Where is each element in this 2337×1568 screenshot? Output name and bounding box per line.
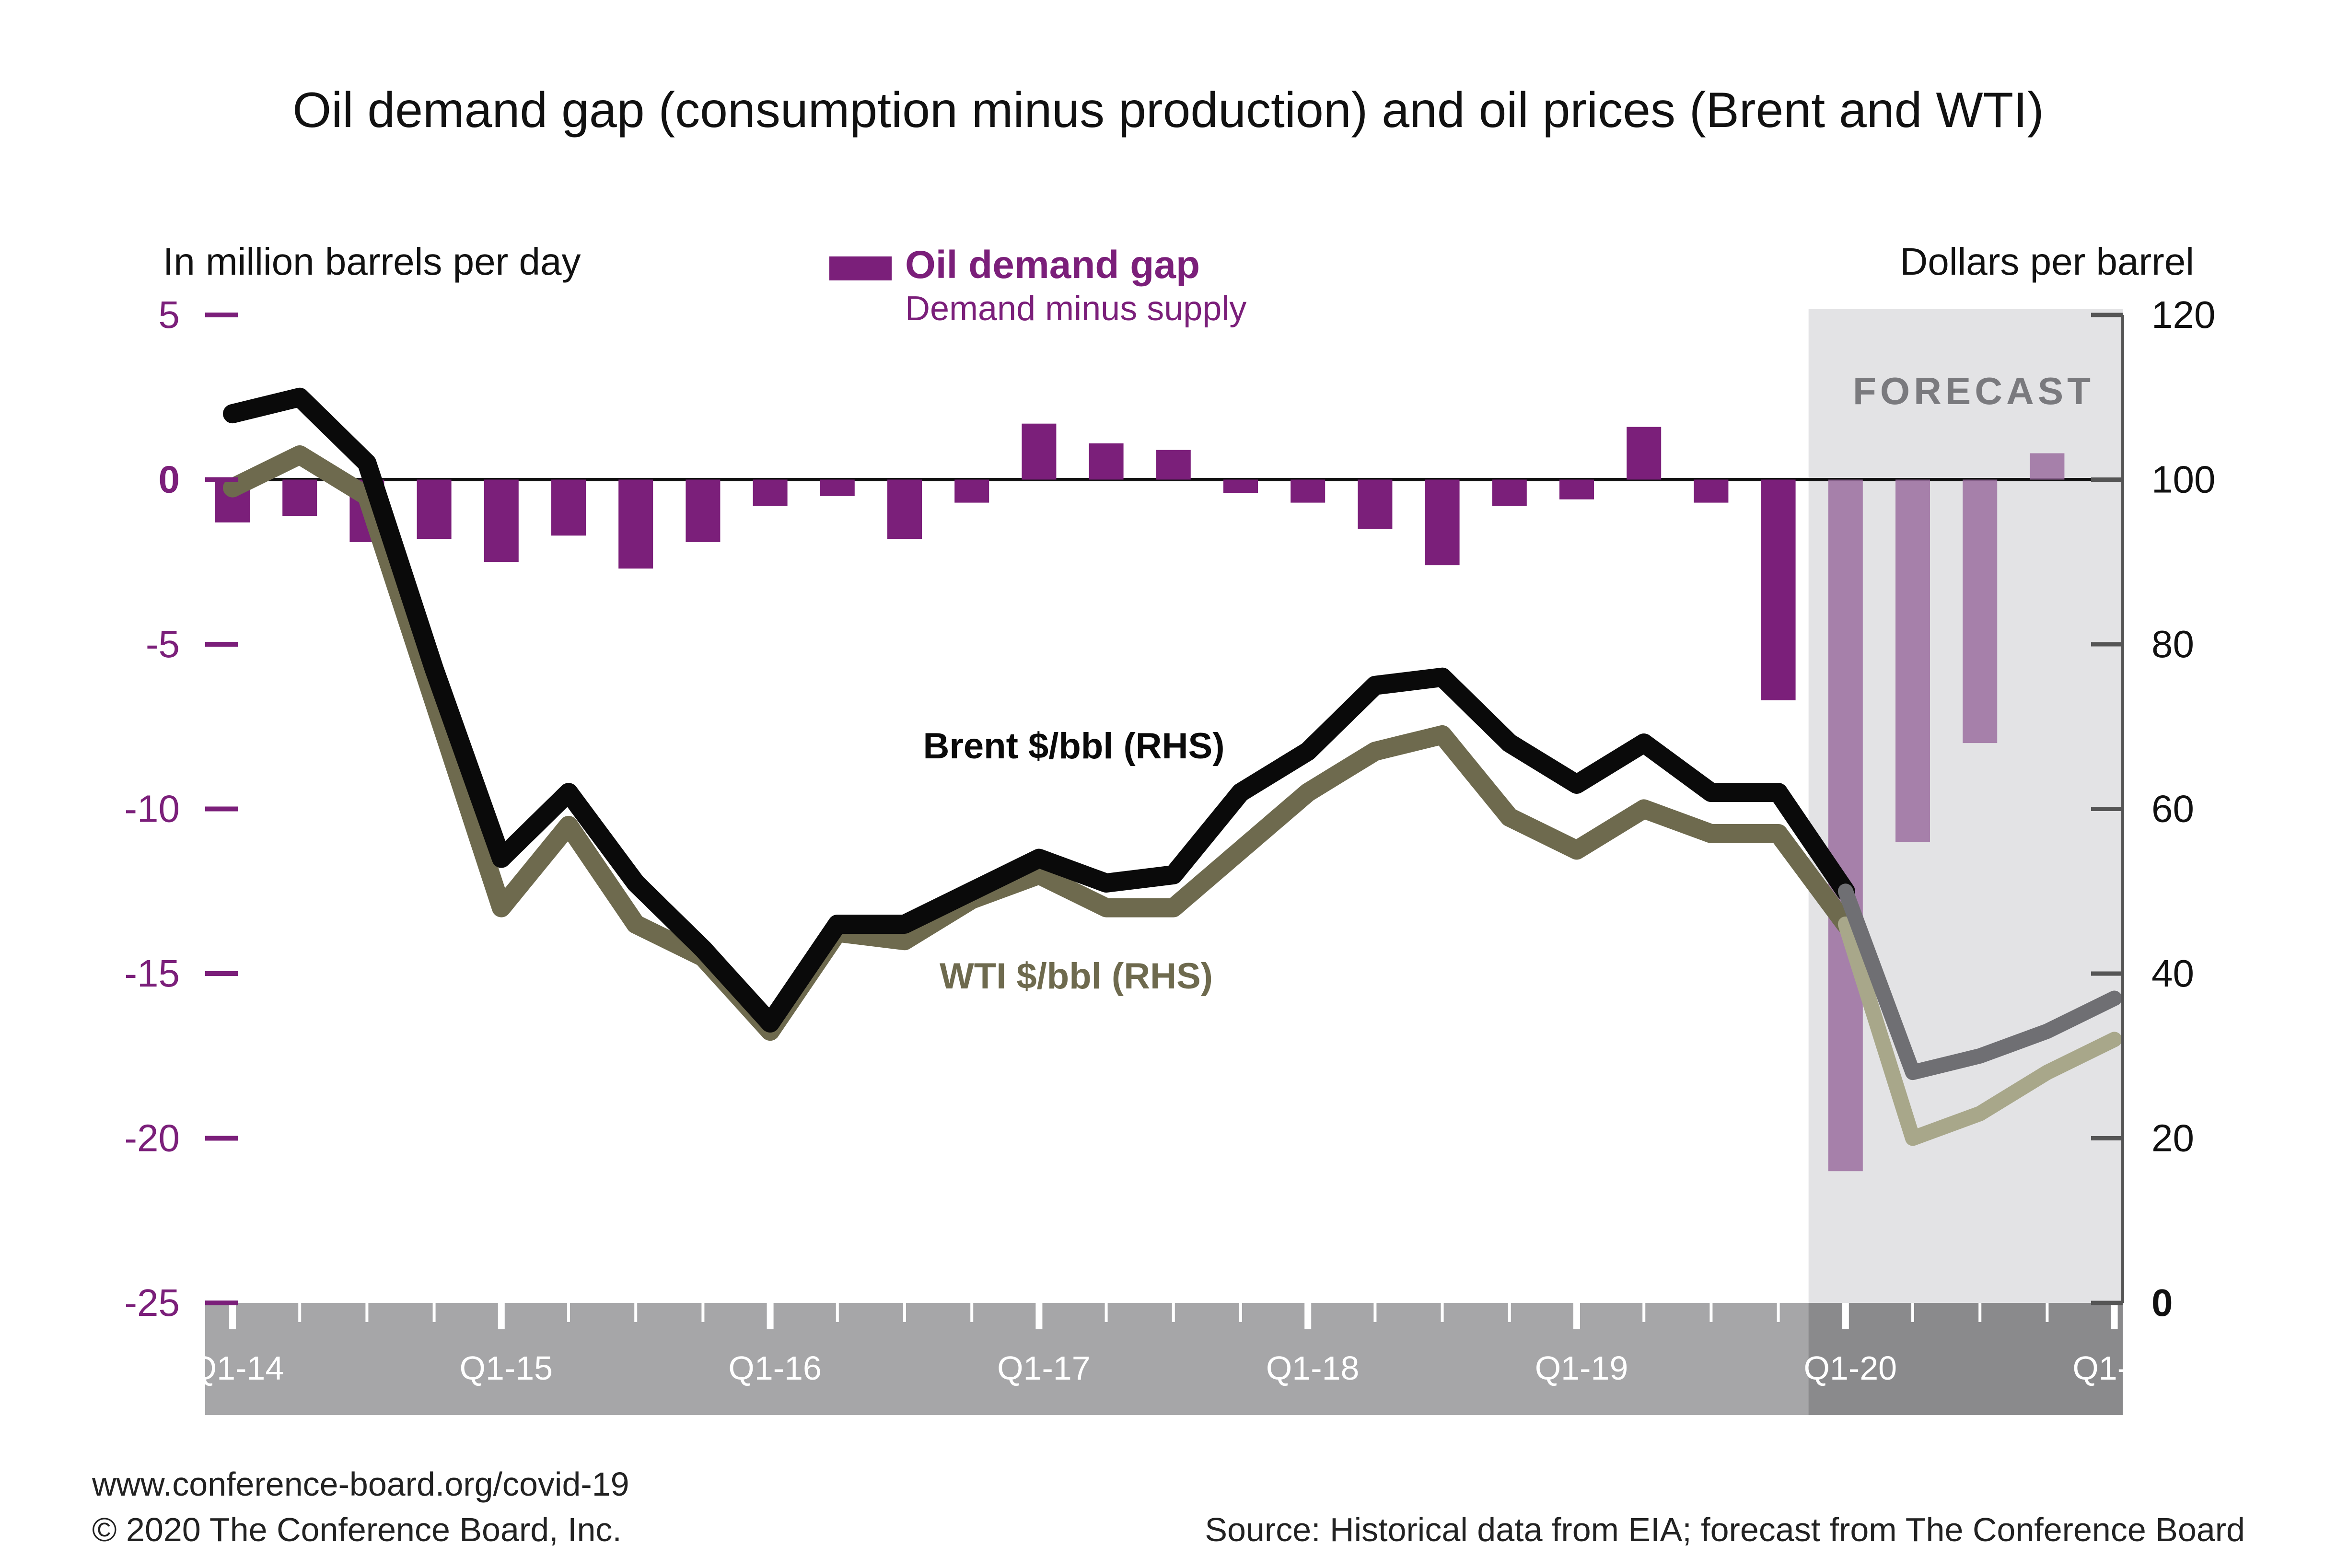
brent-forecast-line: [1837, 883, 2122, 1080]
right-axis-tick-label: 40: [2151, 952, 2194, 995]
footer-url: www.conference-board.org/covid-19: [92, 1465, 629, 1503]
x-tick-label: Q1-14: [191, 1349, 284, 1387]
x-tick-label: Q1-15: [460, 1349, 553, 1387]
demand-gap-bar: [618, 479, 653, 569]
left-axis-tick-label: -15: [124, 952, 180, 995]
demand-gap-bar: [753, 479, 788, 506]
wti-line: [223, 445, 1855, 1041]
demand-gap-bar: [1223, 479, 1258, 493]
right-axis-tick-label: 100: [2151, 458, 2215, 501]
x-axis-strip: [205, 1303, 2123, 1415]
brent-series-label: Brent $/bbl (RHS): [923, 726, 1224, 767]
x-tick-label: Q1-16: [728, 1349, 822, 1387]
demand-gap-bar: [820, 479, 855, 496]
right-axis-tick-label: 0: [2151, 1281, 2173, 1324]
demand-gap-bar: [551, 479, 586, 536]
demand-gap-bar: [686, 479, 721, 543]
forecast-label: FORECAST: [1853, 370, 2094, 412]
left-axis-tick-label: -5: [146, 623, 180, 665]
legend-sublabel: Demand minus supply: [905, 290, 1246, 328]
chart-title: Oil demand gap (consumption minus produc…: [292, 82, 2044, 138]
wti-forecast-line: [1837, 916, 2122, 1146]
legend-swatch: [829, 256, 892, 280]
demand-gap-bar: [1492, 479, 1527, 506]
demand-gap-bar: [484, 479, 519, 562]
demand-gap-bar: [1559, 479, 1594, 499]
left-axis-tick-label: -10: [124, 788, 180, 830]
demand-gap-bar: [887, 479, 922, 539]
wti-series-label: WTI $/bbl (RHS): [940, 956, 1213, 997]
demand-gap-bar: [417, 479, 452, 539]
demand-gap-bar: [954, 479, 989, 503]
right-axis-label: Dollars per barrel: [1900, 240, 2194, 283]
demand-gap-bar: [1828, 479, 1863, 1172]
demand-gap-bar: [1761, 479, 1796, 700]
x-tick-label: Q1-18: [1266, 1349, 1360, 1387]
right-axis-tick-label: 80: [2151, 623, 2194, 665]
x-axis-strip-forecast: [1808, 1303, 2123, 1415]
demand-gap-bar: [1358, 479, 1393, 529]
demand-gap-bar: [1627, 427, 1662, 480]
demand-gap-bar: [2030, 453, 2065, 480]
demand-gap-bar: [1694, 479, 1729, 503]
demand-gap-bar: [1425, 479, 1460, 566]
brent-line: [223, 387, 1855, 1033]
x-tick-label: Q1-21: [2072, 1349, 2166, 1387]
demand-gap-bar: [1089, 443, 1124, 480]
right-axis-tick-label: 120: [2151, 293, 2215, 336]
left-axis-tick-label: 5: [159, 293, 180, 336]
demand-gap-bar: [1022, 423, 1057, 480]
demand-gap-bar: [1156, 450, 1191, 480]
right-axis-tick-label: 20: [2151, 1117, 2194, 1160]
left-axis-label: In million barrels per day: [163, 240, 581, 283]
left-axis-tick-label: -25: [124, 1281, 180, 1324]
footer-source: Source: Historical data from EIA; foreca…: [1205, 1511, 2245, 1548]
demand-gap-bar: [1963, 479, 1998, 743]
footer-copyright: © 2020 The Conference Board, Inc.: [92, 1511, 622, 1548]
left-axis-tick-label: -20: [124, 1117, 180, 1160]
x-tick-label: Q1-20: [1804, 1349, 1897, 1387]
legend-label: Oil demand gap: [905, 243, 1200, 287]
demand-gap-bar: [1291, 479, 1325, 503]
x-tick-label: Q1-19: [1535, 1349, 1628, 1387]
left-axis-tick-label: 0: [159, 458, 180, 501]
x-tick-label: Q1-17: [997, 1349, 1091, 1387]
demand-gap-bar: [1895, 479, 1930, 842]
right-axis-tick-label: 60: [2151, 788, 2194, 830]
demand-gap-bar: [282, 479, 317, 516]
